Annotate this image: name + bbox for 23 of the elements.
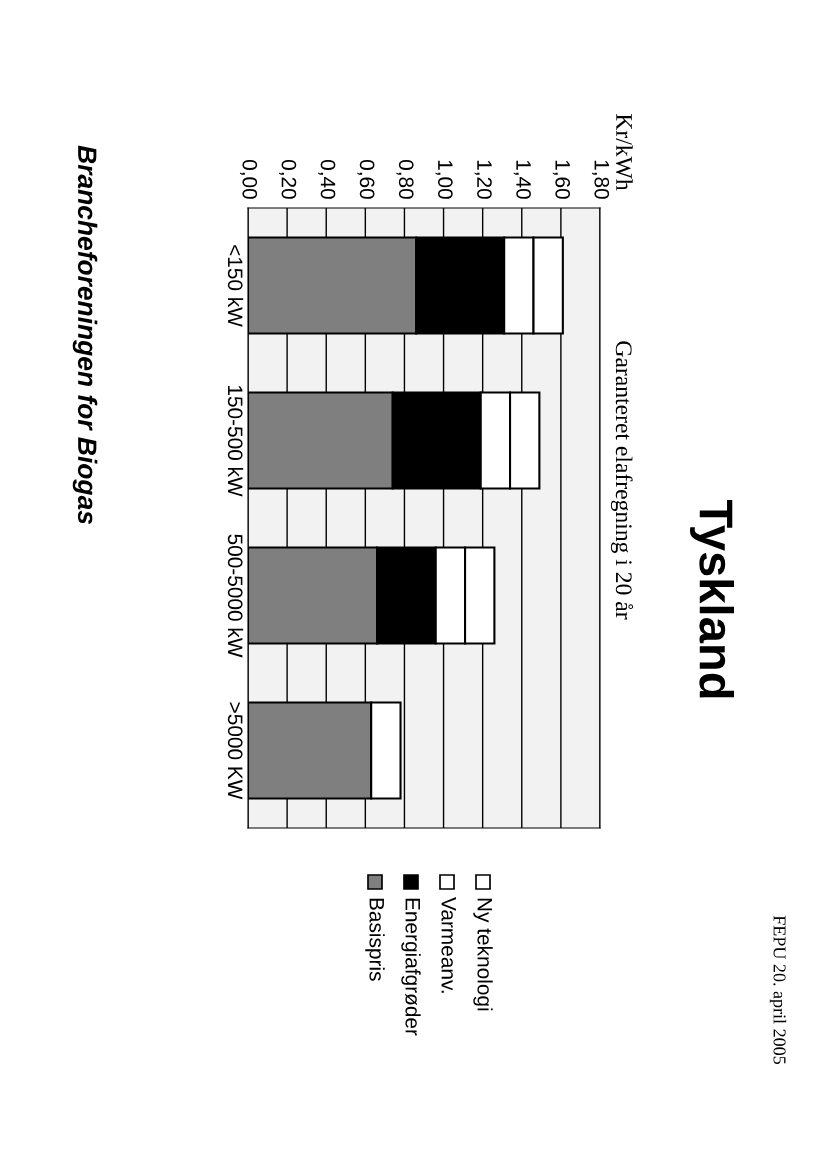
x-tick-label: 0,60 (357, 159, 375, 199)
y-tick-label: <150 kW (227, 245, 244, 327)
y-axis-title: Kr/kWh (615, 113, 633, 191)
legend-label: Ny teknologi (473, 898, 493, 1011)
x-tick-label: 0,20 (279, 159, 297, 199)
legend-label: Varmeanv. (441, 897, 456, 993)
x-tick-label: 0,40 (318, 159, 336, 199)
x-tick-label: 0,00 (239, 159, 258, 199)
x-tick-label: 1,00 (435, 160, 453, 199)
x-tick-label: 1,20 (474, 160, 492, 199)
x-tick-label: 1,60 (552, 160, 571, 199)
legend-label: Basispris (365, 898, 385, 981)
x-tick-label: 1,80 (591, 160, 610, 199)
text: Brancheforeningen for Biogas (72, 145, 98, 524)
text: Tyskland (689, 499, 735, 698)
y-tick-label: 150-500 kW (227, 385, 244, 497)
x-tick-label: 0,80 (396, 159, 414, 199)
text: FEPU 20. april 2005 (769, 915, 787, 1065)
y-tick-label: 500-5000 kW (227, 534, 244, 658)
y-tick-label: >5000 KW (227, 702, 243, 800)
legend-label: Energiafgrøder (401, 898, 421, 1036)
text: Garanteret elafregning i 20 år (610, 341, 634, 620)
x-tick-label: 1,40 (513, 160, 531, 199)
